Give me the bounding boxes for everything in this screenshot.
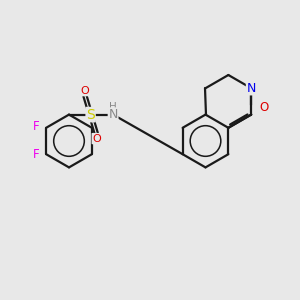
Text: H: H [109, 102, 117, 112]
Text: O: O [80, 85, 89, 96]
Text: O: O [259, 101, 268, 114]
Text: N: N [108, 108, 118, 121]
Text: N: N [247, 82, 256, 95]
Text: F: F [33, 148, 39, 161]
Text: F: F [33, 120, 40, 133]
Text: O: O [92, 134, 101, 144]
Text: S: S [86, 108, 95, 122]
